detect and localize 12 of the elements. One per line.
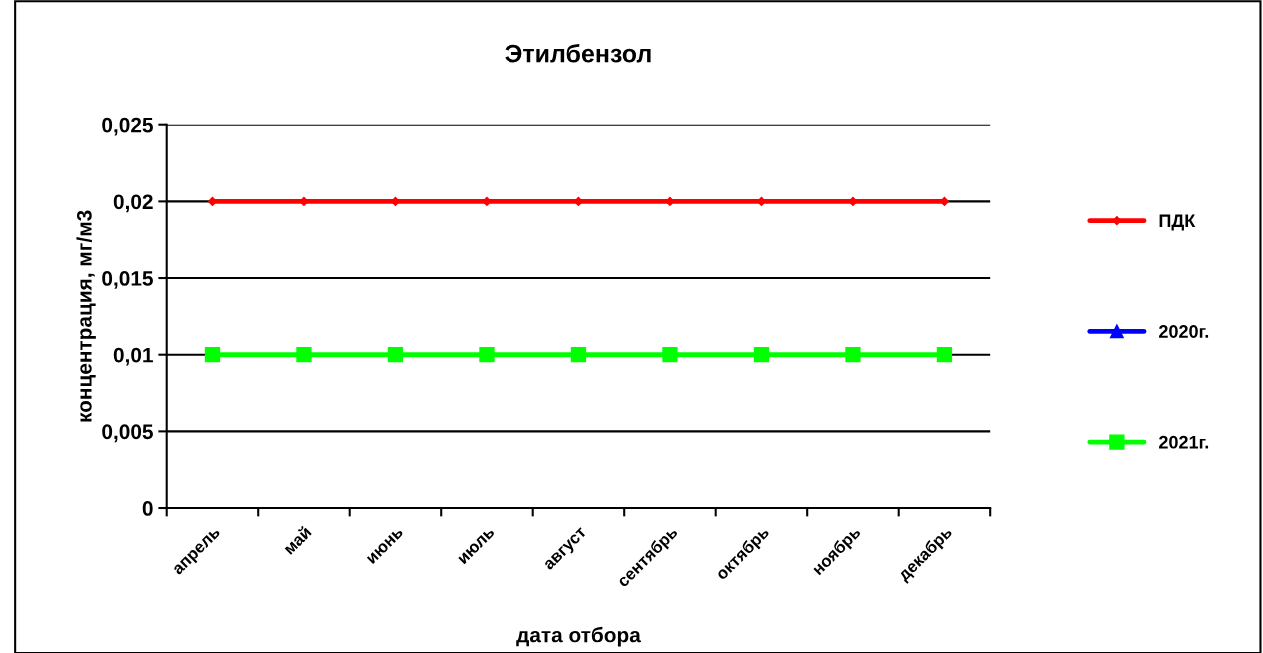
legend-label: ПДК	[1159, 214, 1196, 231]
y-tick-label: 0,01	[113, 347, 153, 366]
legend-label: 2021г.	[1159, 435, 1209, 449]
legend-label: 2020г.	[1159, 325, 1209, 338]
y-tick-label: 0,02	[113, 194, 153, 213]
chart-title: Этилбензол	[505, 43, 651, 63]
y-axis-title: концентрация, мг/м3	[76, 210, 96, 422]
y-tick-label: 0,025	[102, 117, 153, 136]
y-tick-label: 0	[142, 501, 153, 516]
y-tick-label: 0,015	[102, 271, 153, 289]
x-axis-title: дата отбора	[516, 626, 641, 647]
y-tick-label: 0,005	[102, 424, 153, 443]
